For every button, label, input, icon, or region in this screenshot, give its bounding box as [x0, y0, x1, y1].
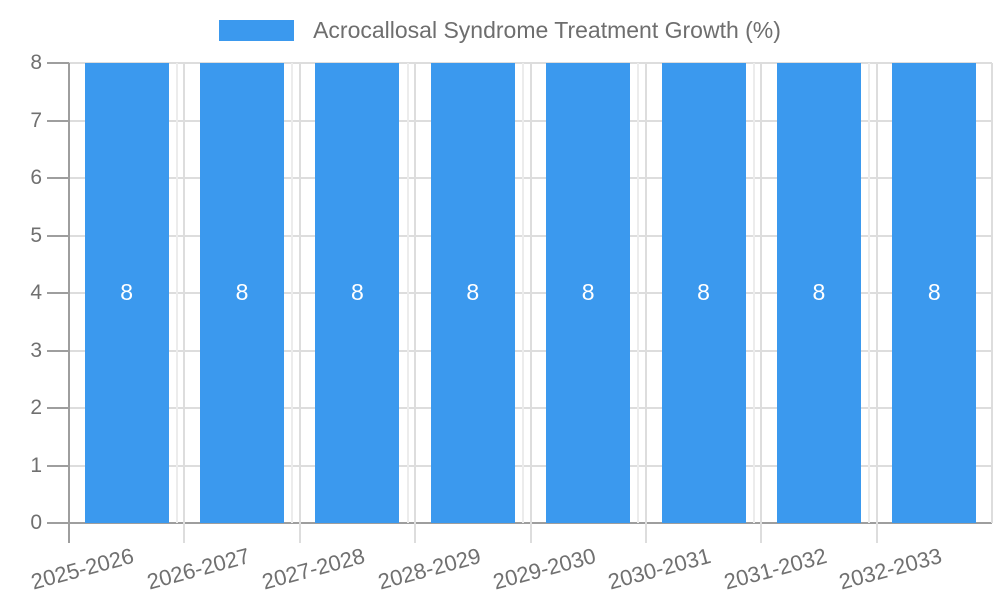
x-axis-tick-label: 2028-2029 [374, 543, 484, 595]
y-axis-tick-label: 0 [30, 511, 42, 534]
x-axis-tick-label: 2032-2033 [836, 543, 945, 595]
y-tick-mark [47, 292, 69, 294]
y-axis-tick-label: 4 [30, 281, 42, 304]
bar-value-label: 8 [466, 279, 480, 305]
bar-2025-2026[interactable]: 8 [84, 63, 169, 523]
y-tick-mark [47, 407, 69, 409]
y-axis-tick-label: 1 [30, 453, 42, 477]
x-axis-tick-label: 2030-2031 [605, 543, 714, 595]
x-gridline [644, 63, 647, 543]
x-gridline [414, 63, 417, 543]
bar-2029-2030[interactable]: 8 [546, 63, 631, 523]
bar-value-label: 8 [581, 279, 595, 305]
x-gridline [760, 63, 763, 543]
bar-value-label: 8 [120, 279, 134, 305]
x-axis-tick-label: 2026-2027 [144, 543, 253, 595]
y-axis-tick-label: 6 [30, 166, 42, 189]
x-gridline-light [868, 63, 871, 523]
x-gridline-light [522, 63, 524, 523]
bar-2026-2027[interactable]: 8 [200, 63, 285, 523]
bar-value-label: 8 [927, 279, 941, 305]
y-tick-mark [47, 62, 69, 64]
bar-value-label: 8 [697, 279, 710, 305]
x-axis-tick-label: 2031-2032 [721, 543, 830, 595]
y-axis-line [68, 63, 70, 543]
legend-swatch [219, 19, 295, 41]
x-gridline [875, 63, 878, 543]
bar-value-label: 8 [812, 279, 826, 305]
y-axis-tick-label: 5 [30, 223, 42, 247]
x-gridline-light [752, 63, 755, 523]
x-gridline-light [175, 63, 178, 523]
y-tick-mark [47, 349, 69, 352]
plot-right-border [991, 63, 993, 523]
x-axis-tick-label: 2027-2028 [259, 543, 368, 595]
y-tick-mark [47, 177, 69, 179]
x-gridline [183, 63, 186, 543]
legend-label: Acrocallosal Syndrome Treatment Growth (… [313, 17, 781, 43]
bar-value-label: 8 [235, 279, 249, 305]
bar-2030-2031[interactable]: 8 [661, 63, 746, 523]
x-gridline-light [406, 63, 409, 523]
bar-2028-2029[interactable]: 8 [430, 63, 515, 523]
x-gridline-light [291, 63, 294, 523]
bar-2031-2032[interactable]: 8 [776, 63, 861, 523]
y-tick-mark [47, 119, 69, 122]
chart-legend[interactable]: Acrocallosal Syndrome Treatment Growth (… [0, 18, 1000, 42]
x-gridline [298, 63, 301, 543]
x-axis-tick-label: 2025-2026 [28, 543, 137, 595]
y-tick-mark [47, 234, 69, 237]
y-axis-tick-label: 3 [30, 338, 42, 362]
x-gridline [529, 63, 532, 543]
bar-2032-2033[interactable]: 8 [892, 63, 977, 523]
bar-value-label: 8 [351, 279, 364, 305]
y-tick-mark [47, 464, 69, 467]
y-axis-tick-label: 7 [30, 108, 42, 132]
x-axis-tick-label: 2029-2030 [490, 543, 599, 595]
y-axis-tick-label: 2 [30, 396, 42, 419]
y-axis-tick-label: 8 [30, 51, 42, 74]
bar-2027-2028[interactable]: 8 [315, 63, 400, 523]
x-gridline-light [637, 63, 640, 523]
x-axis-baseline [47, 522, 992, 524]
